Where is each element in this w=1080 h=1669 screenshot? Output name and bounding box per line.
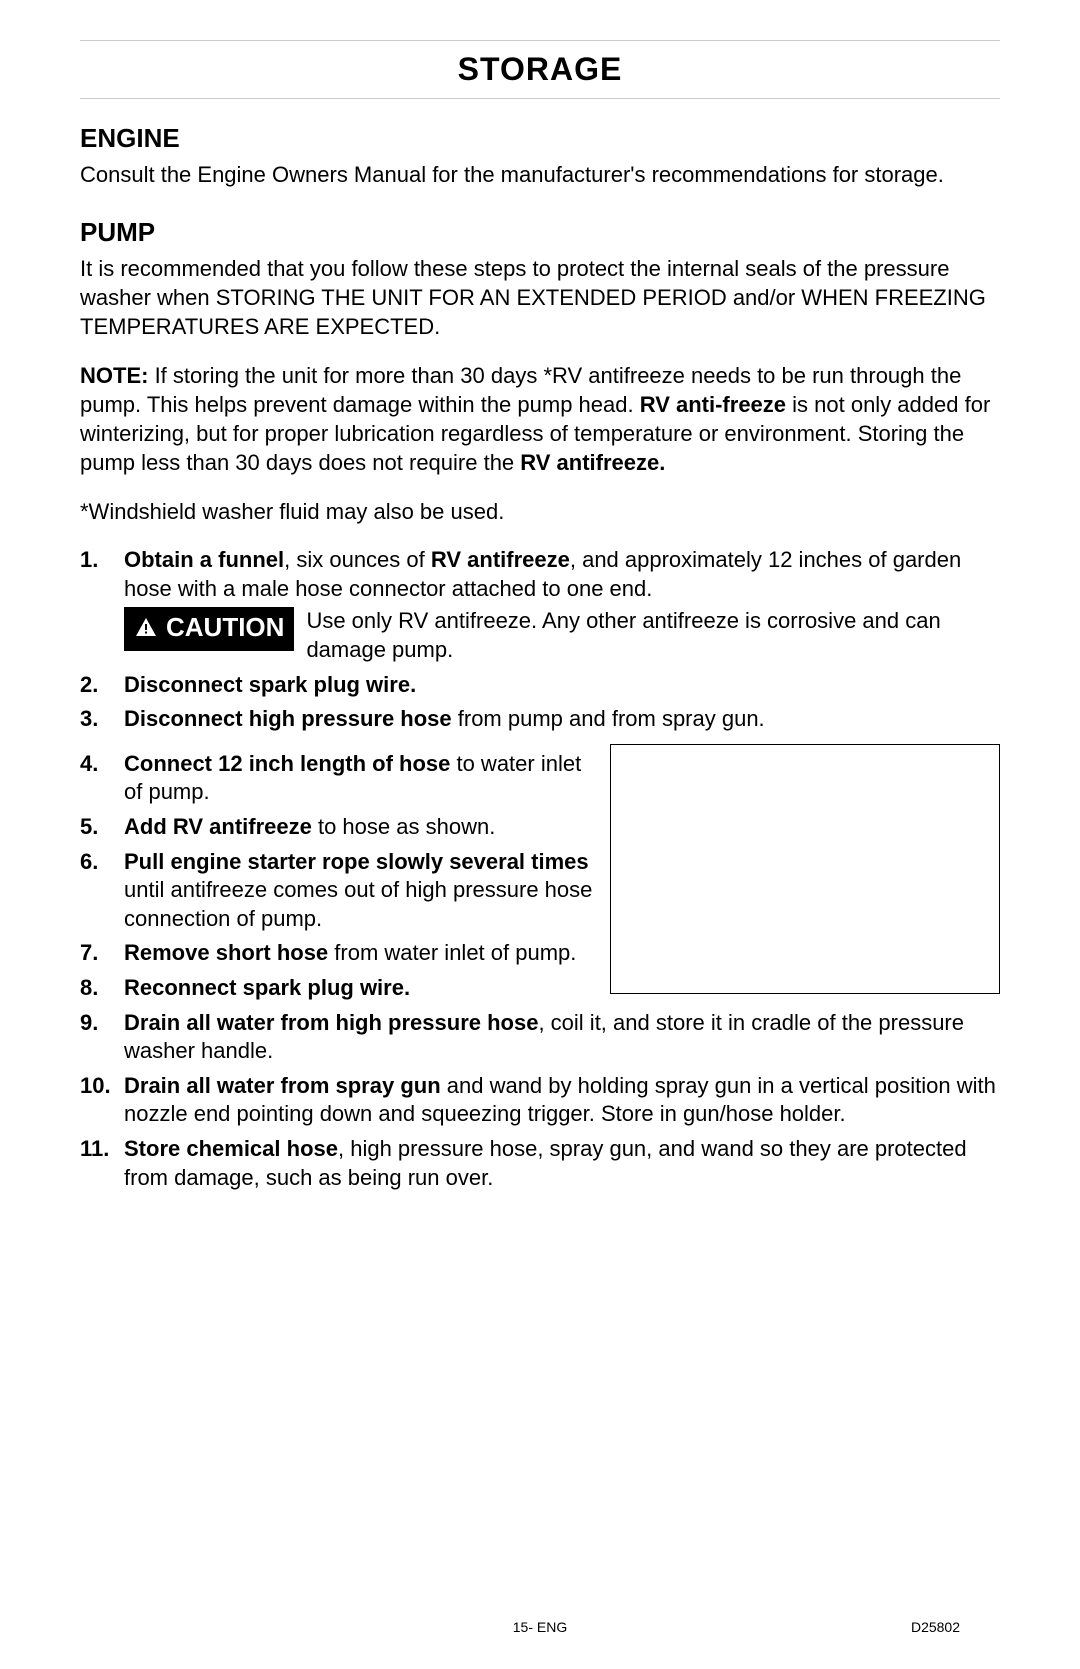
engine-body: Consult the Engine Owners Manual for the… <box>80 160 1000 189</box>
caution-row: CAUTION Use only RV antifreeze. Any othe… <box>124 607 1000 664</box>
step-8: Reconnect spark plug wire. <box>80 974 1000 1003</box>
pump-asterisk: *Windshield washer fluid may also be use… <box>80 497 1000 526</box>
step-11: Store chemical hose, high pressure hose,… <box>80 1135 1000 1192</box>
title-rule-box: STORAGE <box>80 40 1000 99</box>
caution-badge: CAUTION <box>124 607 294 651</box>
step-6: Pull engine starter rope slowly several … <box>80 848 1000 934</box>
footer-right: D25802 <box>911 1619 960 1635</box>
step-5-text: to hose as shown. <box>312 814 495 839</box>
step-3-bold: Disconnect high pressure hose <box>124 706 452 731</box>
step-9-bold: Drain all water from high pressure hose <box>124 1010 538 1035</box>
step-5: Add RV antifreeze to hose as shown. <box>80 813 1000 842</box>
caution-text: Use only RV antifreeze. Any other antifr… <box>306 607 1000 664</box>
step-2-bold: Disconnect spark plug wire. <box>124 672 416 697</box>
engine-heading: ENGINE <box>80 123 1000 154</box>
step-1-text-b: , six ounces of <box>284 547 431 572</box>
note-bold-1: RV anti-freeze <box>640 392 786 417</box>
pump-intro: It is recommended that you follow these … <box>80 254 1000 341</box>
step-7-text: from water inlet of pump. <box>328 940 576 965</box>
wrap-region: Connect 12 inch length of hose to water … <box>80 740 1000 1198</box>
note-label: NOTE: <box>80 363 148 388</box>
step-1: Obtain a funnel, six ounces of RV antifr… <box>80 546 1000 664</box>
steps-list: Obtain a funnel, six ounces of RV antifr… <box>80 546 1000 734</box>
step-6-text: until antifreeze comes out of high press… <box>124 877 592 931</box>
pump-note: NOTE: If storing the unit for more than … <box>80 361 1000 477</box>
pump-heading: PUMP <box>80 217 1000 248</box>
step-10: Drain all water from spray gun and wand … <box>80 1072 1000 1129</box>
step-10-bold: Drain all water from spray gun <box>124 1073 441 1098</box>
page-title: STORAGE <box>80 51 1000 88</box>
step-4: Connect 12 inch length of hose to water … <box>80 750 1000 807</box>
step-2: Disconnect spark plug wire. <box>80 671 1000 700</box>
warning-triangle-icon <box>134 616 158 640</box>
step-8-bold: Reconnect spark plug wire. <box>124 975 410 1000</box>
step-11-bold: Store chemical hose <box>124 1136 338 1161</box>
step-3-text: from pump and from spray gun. <box>452 706 765 731</box>
step-7: Remove short hose from water inlet of pu… <box>80 939 1000 968</box>
step-9: Drain all water from high pressure hose,… <box>80 1009 1000 1066</box>
step-7-bold: Remove short hose <box>124 940 328 965</box>
note-bold-2: RV antifreeze. <box>520 450 665 475</box>
step-4-bold: Connect 12 inch length of hose <box>124 751 450 776</box>
step-6-bold: Pull engine starter rope slowly several … <box>124 849 589 874</box>
step-1-bold-a: Obtain a funnel <box>124 547 284 572</box>
caution-label: CAUTION <box>166 611 284 645</box>
step-5-bold: Add RV antifreeze <box>124 814 312 839</box>
step-3: Disconnect high pressure hose from pump … <box>80 705 1000 734</box>
step-1-bold-c: RV antifreeze <box>431 547 570 572</box>
